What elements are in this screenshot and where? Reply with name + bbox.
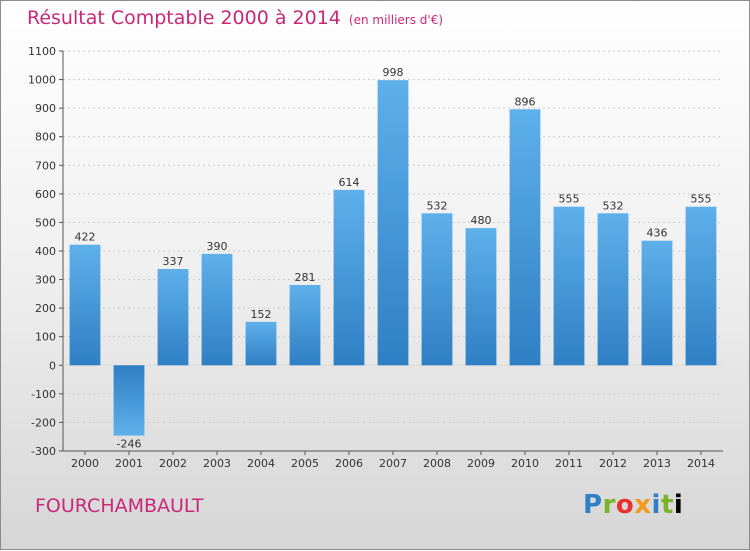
bar-2004: [245, 321, 277, 366]
proxiti-logo: Proxiti: [583, 490, 684, 520]
x-tick-label: 2013: [643, 457, 671, 470]
bar-2006: [333, 189, 365, 366]
y-tick-label: -300: [31, 445, 56, 458]
commune-name: FOURCHAMBAULT: [35, 495, 204, 517]
bar-2000: [69, 244, 101, 366]
chart-subtitle: (en milliers d'€): [348, 13, 444, 27]
data-label-2003: 390: [207, 240, 228, 253]
data-label-2006: 614: [339, 176, 360, 189]
x-tick-label: 2000: [71, 457, 99, 470]
bar-2008: [421, 213, 453, 366]
data-label-2011: 555: [559, 193, 580, 206]
x-tick-label: 2008: [423, 457, 451, 470]
x-tick-label: 2003: [203, 457, 231, 470]
bar-2010: [509, 109, 541, 366]
data-label-2012: 532: [603, 199, 624, 212]
bar-2011: [553, 206, 585, 366]
data-label-2005: 281: [295, 271, 316, 284]
y-tick-label: 700: [35, 159, 56, 172]
x-tick-label: 2002: [159, 457, 187, 470]
x-tick-label: 2010: [511, 457, 539, 470]
x-tick-label: 2012: [599, 457, 627, 470]
data-label-2000: 422: [75, 231, 96, 244]
data-label-2014: 555: [691, 193, 712, 206]
bar-2005: [289, 285, 321, 366]
y-tick-label: 900: [35, 102, 56, 115]
bar-2009: [465, 228, 497, 366]
x-tick-label: 2004: [247, 457, 275, 470]
y-tick-label: 500: [35, 216, 56, 229]
data-label-2009: 480: [471, 214, 492, 227]
y-tick-label: 1000: [28, 74, 56, 87]
y-tick-label: 400: [35, 245, 56, 258]
axes: -300 -200 -100 0 100 200 300 400 500 600 700 800 900…: [28, 45, 723, 470]
y-tick-label: 1100: [28, 45, 56, 58]
x-tick-label: 2005: [291, 457, 319, 470]
chart-title: Résultat Comptable 2000 à 2014 (en millie…: [27, 7, 443, 29]
data-label-2013: 436: [647, 227, 668, 240]
x-tick-label: 2007: [379, 457, 407, 470]
y-tick-label: -100: [31, 388, 56, 401]
data-label-2001: -246: [117, 438, 142, 451]
data-label-2008: 532: [427, 199, 448, 212]
y-tick-label: 0: [49, 359, 56, 372]
chart-title-text: Résultat Comptable 2000 à 2014: [27, 7, 341, 29]
bar-2014: [685, 206, 717, 366]
bar-2001: [113, 365, 145, 436]
data-label-2004: 152: [251, 308, 272, 321]
data-label-2007: 998: [383, 66, 404, 79]
bar-2012: [597, 213, 629, 366]
y-tick-label: 300: [35, 274, 56, 287]
x-tick-label: 2011: [555, 457, 583, 470]
y-tick-label: 800: [35, 131, 56, 144]
y-tick-label: 100: [35, 331, 56, 344]
x-tick-label: 2001: [115, 457, 143, 470]
bar-2002: [157, 269, 189, 366]
y-tick-label: 200: [35, 302, 56, 315]
x-tick-label: 2006: [335, 457, 363, 470]
data-labels: 422 -246 337 390 152 281 614 998 532 480 896 555 532…: [75, 66, 712, 450]
x-tick-label: 2009: [467, 457, 495, 470]
x-tick-label: 2014: [687, 457, 715, 470]
y-tick-label: 600: [35, 188, 56, 201]
bar-2003: [201, 253, 233, 366]
data-label-2002: 337: [163, 255, 184, 268]
data-label-2010: 896: [515, 95, 536, 108]
bar-2007: [377, 80, 409, 366]
bars: [69, 80, 717, 436]
y-tick-label: -200: [31, 416, 56, 429]
bar-2013: [641, 240, 673, 366]
